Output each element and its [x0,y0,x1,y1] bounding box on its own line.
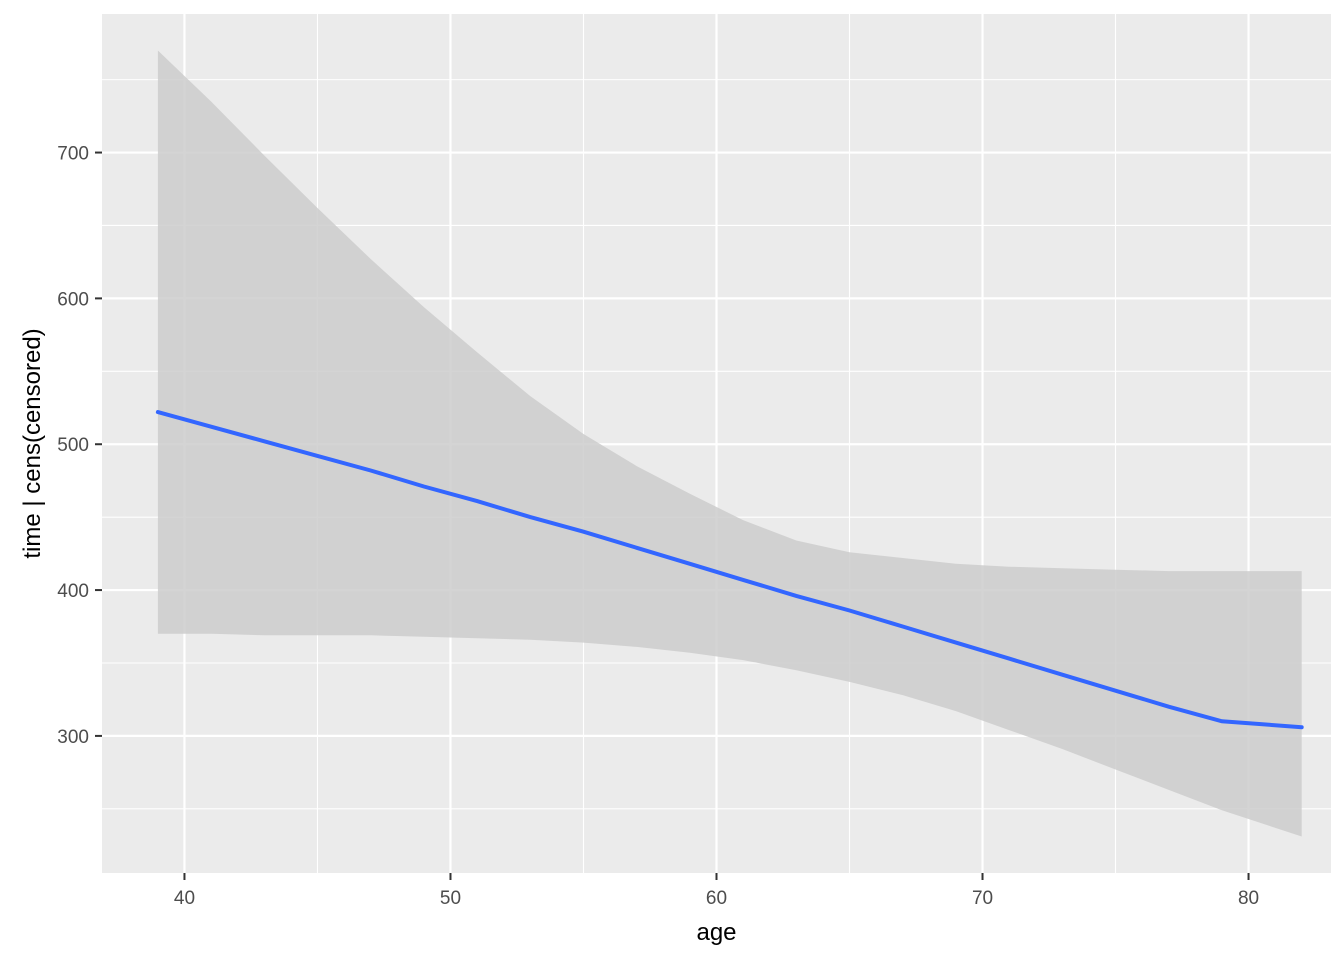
y-axis-title: time | cens(censored) [19,328,46,558]
x-tick-label: 80 [1238,888,1259,909]
y-tick-label: 500 [57,435,89,456]
x-axis: 40 50 60 70 80 [174,873,1259,909]
y-tick-label: 400 [57,581,89,602]
fitted-line [155,410,1304,730]
confidence-band [157,50,1302,837]
x-tick-label: 50 [440,888,461,909]
x-axis-title: age [696,919,736,946]
x-tick-label: 40 [174,888,195,909]
y-tick-label: 300 [57,727,89,748]
x-tick-label: 70 [972,888,993,909]
x-tick-label: 60 [706,888,727,909]
y-axis: 300 400 500 600 700 [57,144,102,748]
y-tick-label: 700 [57,144,89,165]
y-tick-label: 600 [57,289,89,310]
